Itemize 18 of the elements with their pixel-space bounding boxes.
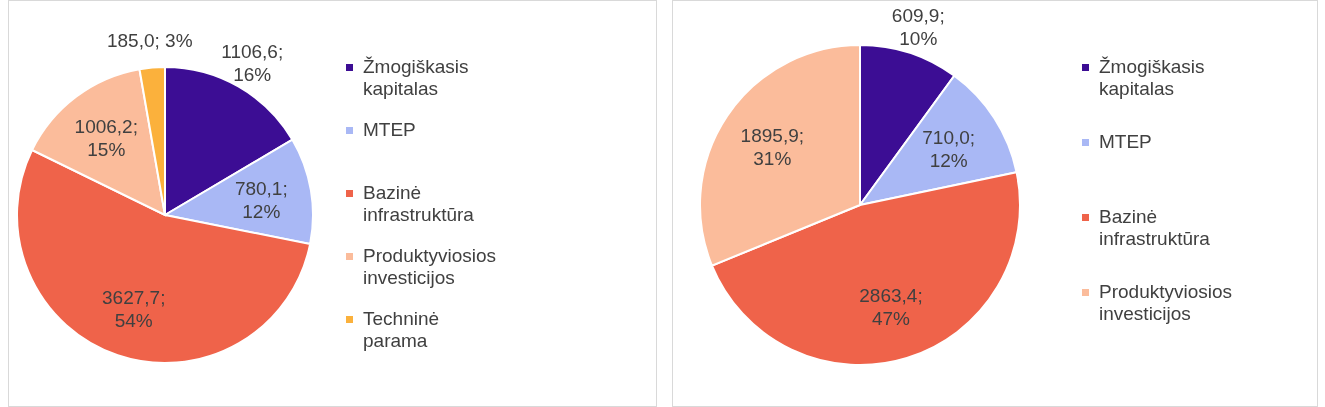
legend-label: Žmogiškasis kapitalas — [1099, 56, 1205, 99]
data-label: 1895,9; 31% — [740, 125, 805, 170]
legend-label: Produktyviosios investicijos — [1099, 281, 1233, 324]
legend-label: Bazinė infrastruktūra — [1099, 206, 1211, 249]
data-label: 710,0; 12% — [922, 126, 976, 171]
legend-label: Produktyviosios investicijos — [363, 245, 497, 288]
data-label: 1106,6; 16% — [221, 41, 284, 86]
data-label: 1006,2; 15% — [74, 115, 138, 160]
data-label: 609,9; 10% — [891, 5, 945, 50]
legend-label: Žmogiškasis kapitalas — [363, 56, 469, 99]
data-label: 2863,4; 47% — [859, 284, 923, 329]
data-label: 780,1; 12% — [234, 177, 288, 222]
legend-label: Techninė parama — [363, 308, 440, 351]
data-label: 185,0; 3% — [106, 29, 193, 51]
legend-label: Bazinė infrastruktūra — [363, 182, 475, 225]
legend-label: MTEP — [363, 119, 416, 140]
data-label: 3627,7; 54% — [102, 286, 166, 331]
legend-label: MTEP — [1099, 131, 1152, 152]
